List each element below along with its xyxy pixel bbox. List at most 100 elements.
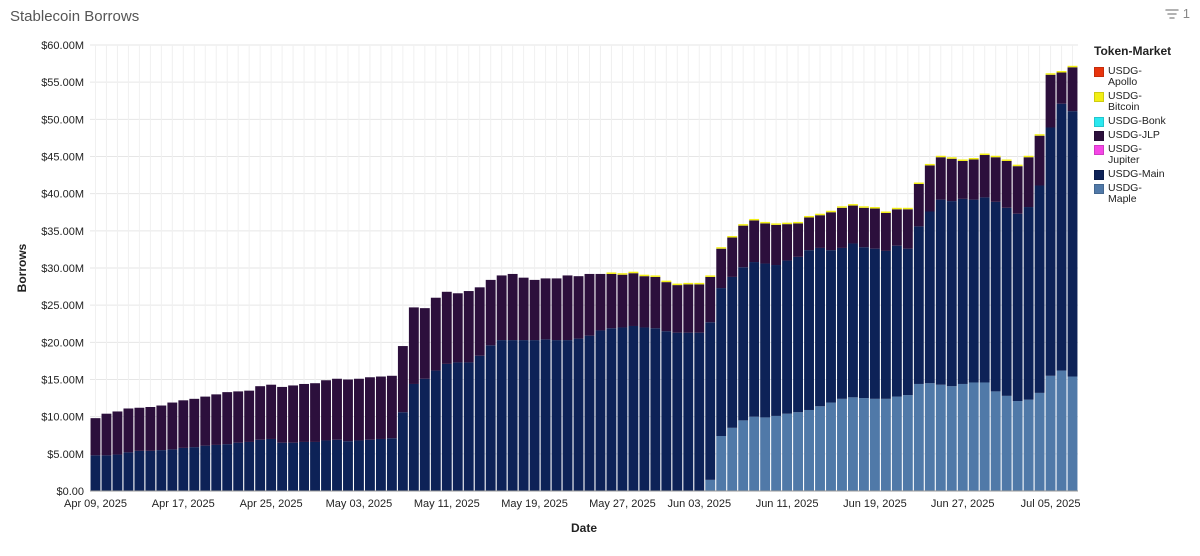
bar-segment-usdg-main[interactable] xyxy=(452,362,463,491)
bar-segment-usdg-jlp[interactable] xyxy=(837,207,847,248)
legend-item-usdg-jlp[interactable]: USDG-JLP xyxy=(1094,130,1194,141)
bar-segment-usdg-bitcoin[interactable] xyxy=(771,223,782,225)
bar-segment-usdg-main[interactable] xyxy=(617,327,628,491)
bar-segment-usdg-bitcoin[interactable] xyxy=(760,221,771,224)
bar-segment-usdg-jlp[interactable] xyxy=(178,400,189,448)
bar-segment-usdg-main[interactable] xyxy=(134,450,145,491)
bar-segment-usdg-main[interactable] xyxy=(760,263,771,418)
bar-segment-usdg-jlp[interactable] xyxy=(507,273,518,341)
bar-segment-usdg-jlp[interactable] xyxy=(979,155,990,198)
bar-segment-usdg-jlp[interactable] xyxy=(562,275,573,341)
bar-segment-usdg-jlp[interactable] xyxy=(112,411,123,455)
bar-segment-usdg-maple[interactable] xyxy=(782,413,793,491)
bar-segment-usdg-main[interactable] xyxy=(606,328,617,491)
bar-segment-usdg-jlp[interactable] xyxy=(1056,72,1067,104)
bar-segment-usdg-main[interactable] xyxy=(880,250,891,399)
bar-segment-usdg-maple[interactable] xyxy=(826,402,836,491)
bar-segment-usdg-bitcoin[interactable] xyxy=(694,282,705,285)
bar-segment-usdg-jlp[interactable] xyxy=(211,394,222,445)
legend-item-usdg-apollo[interactable]: USDG-Apollo xyxy=(1094,66,1194,88)
bar-segment-usdg-main[interactable] xyxy=(1034,185,1045,393)
bar-segment-usdg-jlp[interactable] xyxy=(902,209,913,249)
bar-segment-usdg-bitcoin[interactable] xyxy=(815,213,825,216)
bar-segment-usdg-maple[interactable] xyxy=(1023,399,1034,491)
bar-segment-usdg-main[interactable] xyxy=(771,265,782,416)
bar-segment-usdg-bitcoin[interactable] xyxy=(617,273,628,275)
bar-segment-usdg-jlp[interactable] xyxy=(683,284,694,333)
bar-segment-usdg-main[interactable] xyxy=(990,201,1001,392)
bar-segment-usdg-bitcoin[interactable] xyxy=(1045,73,1056,75)
bar-segment-usdg-main[interactable] xyxy=(935,199,946,385)
bar-segment-usdg-main[interactable] xyxy=(837,247,847,399)
bar-segment-usdg-main[interactable] xyxy=(430,370,441,491)
bar-segment-usdg-main[interactable] xyxy=(211,444,222,491)
bar-segment-usdg-maple[interactable] xyxy=(990,391,1001,491)
bar-segment-usdg-maple[interactable] xyxy=(1045,375,1056,491)
bar-segment-usdg-maple[interactable] xyxy=(793,412,804,491)
bar-segment-usdg-jlp[interactable] xyxy=(397,346,408,413)
bar-segment-usdg-maple[interactable] xyxy=(935,384,946,491)
bar-segment-usdg-jlp[interactable] xyxy=(518,277,529,341)
bar-segment-usdg-jlp[interactable] xyxy=(386,375,397,439)
bar-segment-usdg-jlp[interactable] xyxy=(957,160,968,199)
bar-segment-usdg-maple[interactable] xyxy=(804,409,814,491)
bar-segment-usdg-main[interactable] xyxy=(386,438,397,491)
bar-segment-usdg-jlp[interactable] xyxy=(551,278,562,341)
bar-segment-usdg-main[interactable] xyxy=(200,445,211,491)
bar-segment-usdg-jlp[interactable] xyxy=(650,276,661,329)
bar-segment-usdg-maple[interactable] xyxy=(760,417,771,491)
bar-segment-usdg-maple[interactable] xyxy=(913,383,924,491)
bar-segment-usdg-maple[interactable] xyxy=(771,415,782,491)
bar-segment-usdg-jlp[interactable] xyxy=(266,384,277,439)
bar-segment-usdg-main[interactable] xyxy=(364,439,375,491)
bar-segment-usdg-main[interactable] xyxy=(650,328,661,491)
bar-segment-usdg-bitcoin[interactable] xyxy=(793,221,804,224)
bar-segment-usdg-main[interactable] xyxy=(672,332,683,491)
bar-segment-usdg-jlp[interactable] xyxy=(771,224,782,266)
bar-segment-usdg-bitcoin[interactable] xyxy=(650,275,661,277)
bar-segment-usdg-bitcoin[interactable] xyxy=(891,207,902,210)
bar-segment-usdg-main[interactable] xyxy=(463,362,474,491)
bar-segment-usdg-jlp[interactable] xyxy=(189,398,200,448)
bar-segment-usdg-maple[interactable] xyxy=(880,398,891,491)
bar-segment-usdg-jlp[interactable] xyxy=(869,208,880,249)
bar-segment-usdg-maple[interactable] xyxy=(924,383,935,491)
bar-segment-usdg-jlp[interactable] xyxy=(1034,135,1045,186)
bar-segment-usdg-main[interactable] xyxy=(354,440,364,491)
bar-segment-usdg-maple[interactable] xyxy=(815,406,825,491)
bar-segment-usdg-main[interactable] xyxy=(375,438,386,491)
bar-segment-usdg-jlp[interactable] xyxy=(419,308,430,379)
bar-segment-usdg-jlp[interactable] xyxy=(343,379,353,442)
bar-segment-usdg-main[interactable] xyxy=(782,260,793,414)
bar-segment-usdg-main[interactable] xyxy=(584,335,595,491)
bar-segment-usdg-jlp[interactable] xyxy=(463,291,474,363)
bar-segment-usdg-jlp[interactable] xyxy=(332,378,342,440)
bar-segment-usdg-maple[interactable] xyxy=(1012,401,1023,491)
bar-segment-usdg-main[interactable] xyxy=(946,201,957,387)
bar-segment-usdg-jlp[interactable] xyxy=(452,293,463,363)
legend-item-usdg-main[interactable]: USDG-Main xyxy=(1094,169,1194,180)
legend-item-usdg-jupiter[interactable]: USDG-Jupiter xyxy=(1094,144,1194,166)
bar-segment-usdg-main[interactable] xyxy=(815,247,825,407)
bar-segment-usdg-bitcoin[interactable] xyxy=(902,207,913,210)
bar-segment-usdg-jlp[interactable] xyxy=(364,377,375,440)
bar-segment-usdg-jlp[interactable] xyxy=(584,273,595,336)
bar-segment-usdg-main[interactable] xyxy=(683,332,694,491)
bar-segment-usdg-main[interactable] xyxy=(189,447,200,491)
bar-segment-usdg-bitcoin[interactable] xyxy=(1056,71,1067,73)
legend-item-usdg-bitcoin[interactable]: USDG-Bitcoin xyxy=(1094,91,1194,113)
bar-segment-usdg-main[interactable] xyxy=(924,211,935,384)
bar-segment-usdg-main[interactable] xyxy=(628,325,639,491)
bar-segment-usdg-main[interactable] xyxy=(178,447,189,491)
bar-segment-usdg-main[interactable] xyxy=(167,449,178,491)
bar-segment-usdg-bitcoin[interactable] xyxy=(924,163,935,166)
bar-segment-usdg-main[interactable] xyxy=(694,332,705,491)
bar-segment-usdg-bitcoin[interactable] xyxy=(848,204,858,206)
bar-segment-usdg-jlp[interactable] xyxy=(606,273,617,329)
bar-segment-usdg-jlp[interactable] xyxy=(233,391,244,443)
bar-segment-usdg-main[interactable] xyxy=(244,441,255,491)
bar-segment-usdg-main[interactable] xyxy=(419,378,430,491)
bar-segment-usdg-main[interactable] xyxy=(90,455,101,491)
bar-segment-usdg-main[interactable] xyxy=(573,338,584,491)
bar-segment-usdg-main[interactable] xyxy=(1012,213,1023,402)
